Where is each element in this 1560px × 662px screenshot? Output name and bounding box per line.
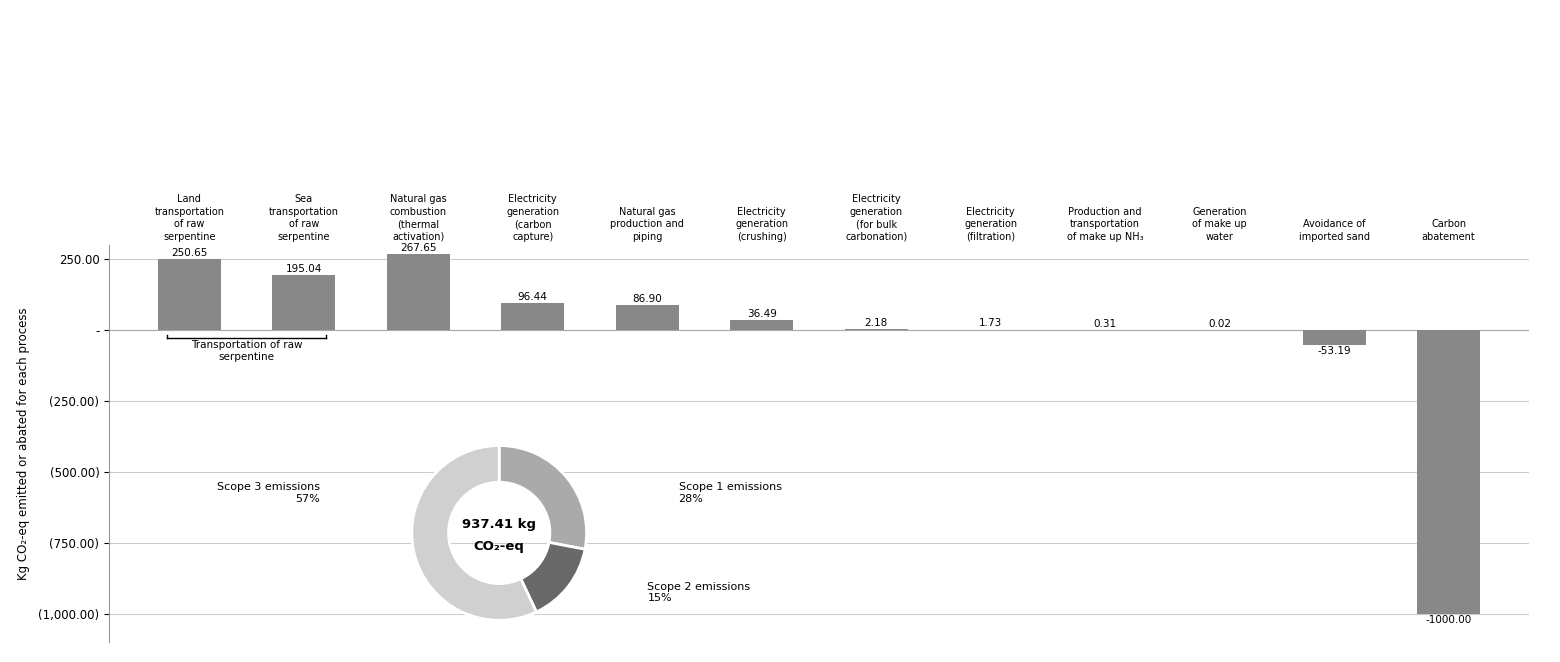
Text: Generation
of make up
water: Generation of make up water bbox=[1192, 207, 1246, 242]
Y-axis label: Kg CO₂-eq emitted or abated for each process: Kg CO₂-eq emitted or abated for each pro… bbox=[17, 307, 30, 580]
Bar bbox=[1416, 330, 1480, 614]
Text: 250.65: 250.65 bbox=[172, 248, 207, 258]
Text: Electricity
generation
(for bulk
carbonation): Electricity generation (for bulk carbona… bbox=[846, 195, 908, 242]
Bar bbox=[1303, 330, 1365, 345]
Text: Production and
transportation
of make up NH₃: Production and transportation of make up… bbox=[1067, 207, 1143, 242]
Bar bbox=[158, 259, 222, 330]
Text: Scope 3 emissions
57%: Scope 3 emissions 57% bbox=[217, 483, 320, 504]
Text: Avoidance of
imported sand: Avoidance of imported sand bbox=[1298, 219, 1370, 242]
Wedge shape bbox=[521, 542, 585, 612]
Text: Transportation of raw
serpentine: Transportation of raw serpentine bbox=[190, 340, 303, 362]
Text: CO₂-eq: CO₂-eq bbox=[474, 540, 524, 553]
Text: Natural gas
combustion
(thermal
activation): Natural gas combustion (thermal activati… bbox=[390, 195, 446, 242]
Wedge shape bbox=[412, 446, 537, 620]
Text: 267.65: 267.65 bbox=[399, 243, 437, 253]
Bar bbox=[501, 303, 565, 330]
Text: Sea
transportation
of raw
serpentine: Sea transportation of raw serpentine bbox=[268, 195, 339, 242]
Text: 0.02: 0.02 bbox=[1207, 319, 1231, 329]
Text: 0.31: 0.31 bbox=[1094, 319, 1117, 329]
Bar bbox=[616, 305, 679, 330]
Text: Scope 2 emissions
15%: Scope 2 emissions 15% bbox=[647, 582, 750, 603]
Text: 96.44: 96.44 bbox=[518, 291, 548, 302]
Text: 36.49: 36.49 bbox=[747, 308, 777, 318]
Text: Electricity
generation
(filtration): Electricity generation (filtration) bbox=[964, 207, 1017, 242]
Bar bbox=[730, 320, 792, 330]
Text: Scope 1 emissions
28%: Scope 1 emissions 28% bbox=[679, 483, 782, 504]
Text: -1000.00: -1000.00 bbox=[1426, 615, 1471, 625]
Wedge shape bbox=[499, 446, 587, 549]
Text: 937.41 kg: 937.41 kg bbox=[462, 518, 537, 531]
Text: Land
transportation
of raw
serpentine: Land transportation of raw serpentine bbox=[154, 195, 225, 242]
Text: 195.04: 195.04 bbox=[285, 263, 321, 273]
Text: 2.18: 2.18 bbox=[864, 318, 888, 328]
Text: Carbon
abatement: Carbon abatement bbox=[1421, 219, 1476, 242]
Bar bbox=[273, 275, 335, 330]
Bar bbox=[387, 254, 449, 330]
Text: 86.90: 86.90 bbox=[632, 295, 661, 305]
Text: Electricity
generation
(crushing): Electricity generation (crushing) bbox=[735, 207, 788, 242]
Text: Natural gas
production and
piping: Natural gas production and piping bbox=[610, 207, 685, 242]
Text: -53.19: -53.19 bbox=[1317, 346, 1351, 356]
Text: 1.73: 1.73 bbox=[980, 318, 1003, 328]
Text: Electricity
generation
(carbon
capture): Electricity generation (carbon capture) bbox=[507, 195, 560, 242]
